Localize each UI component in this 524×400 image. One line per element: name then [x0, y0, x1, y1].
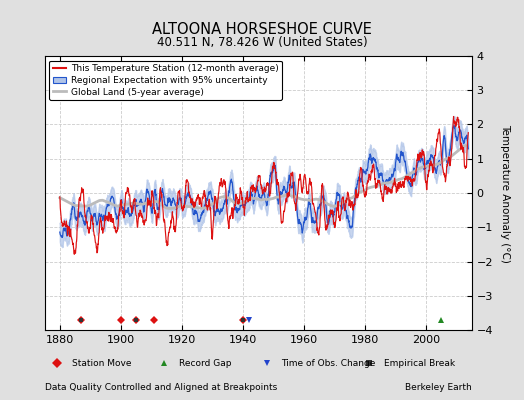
- Text: 40.511 N, 78.426 W (United States): 40.511 N, 78.426 W (United States): [157, 36, 367, 49]
- Text: Data Quality Controlled and Aligned at Breakpoints: Data Quality Controlled and Aligned at B…: [45, 383, 277, 392]
- Text: ALTOONA HORSESHOE CURVE: ALTOONA HORSESHOE CURVE: [152, 22, 372, 38]
- Text: Berkeley Earth: Berkeley Earth: [405, 383, 472, 392]
- Legend: This Temperature Station (12-month average), Regional Expectation with 95% uncer: This Temperature Station (12-month avera…: [49, 60, 282, 100]
- Text: Station Move: Station Move: [72, 358, 132, 368]
- Text: Record Gap: Record Gap: [179, 358, 232, 368]
- Text: Empirical Break: Empirical Break: [384, 358, 455, 368]
- Y-axis label: Temperature Anomaly (°C): Temperature Anomaly (°C): [500, 124, 510, 262]
- Text: Time of Obs. Change: Time of Obs. Change: [281, 358, 376, 368]
